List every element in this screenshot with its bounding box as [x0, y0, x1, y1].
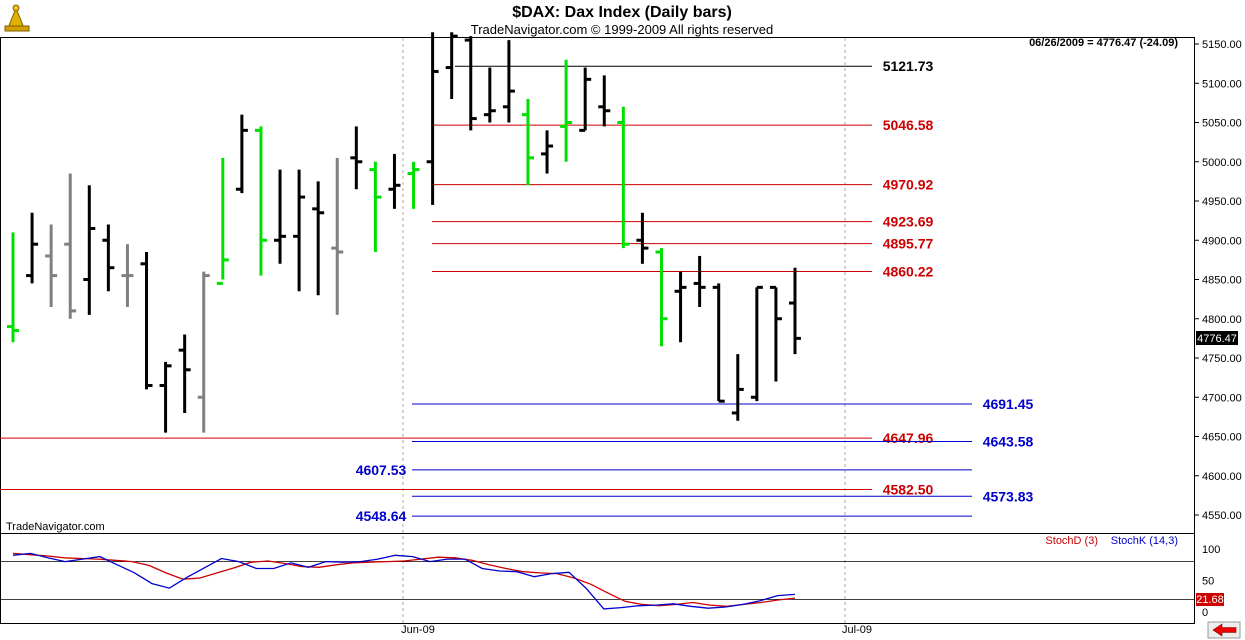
price-tick-label: 4700.00: [1202, 392, 1242, 404]
price-tick-label: 4600.00: [1202, 471, 1242, 483]
last-price-tag: [1196, 331, 1238, 345]
ohlc-bar: [464, 36, 477, 131]
ohlc-bar: [64, 173, 77, 319]
price-levels: 5121.73 5046.58 4970.92 4923.69 4895.77 4860.…: [0, 58, 1034, 524]
ohlc-bar: [674, 271, 687, 343]
level-label: 4691.45: [983, 396, 1034, 412]
ohlc-bar: [140, 252, 153, 390]
ohlc-bar: [197, 271, 210, 433]
stoch-line: [12, 552, 796, 607]
stoch-line: [12, 552, 796, 610]
level-label: 4582.50: [883, 481, 934, 497]
ohlc-bar: [598, 75, 611, 127]
level-label: 4647.96: [883, 430, 934, 446]
price-tick-label: 5150.00: [1202, 39, 1242, 51]
ohlc-bar: [541, 130, 554, 174]
ohlc-bars: [7, 32, 801, 433]
level-label: 4643.58: [983, 434, 1034, 450]
ohlc-bar: [216, 157, 229, 285]
gold-balance-scale-logo-icon[interactable]: [4, 4, 30, 32]
stoch-tick-label: 50: [1202, 576, 1214, 588]
ohlc-bar: [445, 32, 458, 99]
level-label: 4548.64: [356, 508, 407, 524]
ohlc-bar: [407, 161, 420, 209]
chart-title: $DAX: Dax Index (Daily bars): [512, 4, 732, 21]
ohlc-bar: [693, 255, 706, 307]
ohlc-bar: [45, 224, 58, 307]
price-tick-label: 4650.00: [1202, 432, 1242, 444]
ohlc-bar: [26, 212, 39, 284]
watermark-text: TradeNavigator.com: [6, 521, 105, 533]
x-tick-jul: Jul-09: [842, 624, 872, 636]
price-tick-label: 5100.00: [1202, 78, 1242, 90]
price-tick-label: 5050.00: [1202, 118, 1242, 130]
ohlc-bar: [178, 334, 191, 413]
ohlc-bar: [712, 283, 725, 403]
ohlc-bar: [750, 285, 763, 402]
ohlc-bar: [369, 161, 382, 253]
last-price-label: 4776.47: [1197, 333, 1237, 345]
ohlc-bar: [789, 267, 801, 355]
level-label: 4923.69: [883, 214, 934, 230]
ohlc-bar: [159, 361, 172, 433]
price-tick-label: 4800.00: [1202, 314, 1242, 326]
ohlc-bar: [254, 126, 267, 276]
price-tick-label: 4900.00: [1202, 235, 1242, 247]
ohlc-bar: [579, 67, 592, 132]
ohlc-bar: [731, 354, 744, 421]
x-tick-jun: Jun-09: [401, 624, 435, 636]
ohlc-bar: [502, 40, 515, 123]
ohlc-bar: [521, 98, 534, 186]
level-label: 5121.73: [883, 58, 934, 74]
ohlc-bar: [560, 59, 573, 162]
stoch-value-tag: [1196, 593, 1224, 606]
price-tick-label: 4950.00: [1202, 196, 1242, 208]
stochastic-panel: 100 50 0: [0, 544, 1220, 619]
ohlc-bar: [235, 114, 248, 194]
stoch-tick-label: 100: [1202, 544, 1220, 556]
ohlc-bar: [121, 244, 134, 307]
legend-stochk: StochK (14,3): [1111, 535, 1178, 547]
level-label: 4607.53: [356, 462, 407, 478]
ohlc-bar: [483, 67, 496, 123]
ohlc-bar: [102, 224, 115, 292]
level-label: 5046.58: [883, 117, 934, 133]
stoch-value-label: 21.68: [1196, 594, 1224, 606]
stoch-tick-label: 0: [1202, 607, 1208, 619]
ohlc-bar: [655, 248, 668, 347]
price-tick-label: 5000.00: [1202, 157, 1242, 169]
ohlc-bar: [617, 106, 630, 249]
ohlc-bar: [388, 153, 401, 209]
ohlc-bar: [293, 169, 306, 292]
ohlc-bar: [7, 232, 19, 343]
quote-readout: 06/26/2009 = 4776.47 (-24.09): [1029, 37, 1178, 49]
level-label: 4860.22: [883, 263, 934, 279]
ohlc-bar: [636, 212, 649, 264]
level-label: 4970.92: [883, 177, 934, 193]
ohlc-bar: [83, 185, 96, 315]
ohlc-bar: [312, 181, 325, 296]
price-tick-label: 4750.00: [1202, 353, 1242, 365]
level-label: 4895.77: [883, 236, 934, 252]
ohlc-bar: [350, 126, 363, 190]
chart-copyright: TradeNavigator.com © 1999-2009 All right…: [471, 22, 773, 37]
ohlc-bar: [331, 157, 344, 315]
ohlc-bar: [769, 285, 782, 382]
price-axis: 5150.00 5100.00 5050.00 5000.00 4950.00 4900.…: [1194, 39, 1242, 522]
ohlc-bar: [274, 169, 287, 264]
price-tick-label: 4550.00: [1202, 510, 1242, 522]
price-tick-label: 4850.00: [1202, 275, 1242, 287]
red-left-arrow-icon[interactable]: [1207, 621, 1241, 639]
ohlc-bar: [426, 32, 439, 205]
level-label: 4573.83: [983, 488, 1034, 504]
legend-stochd: StochD (3): [1045, 535, 1098, 547]
